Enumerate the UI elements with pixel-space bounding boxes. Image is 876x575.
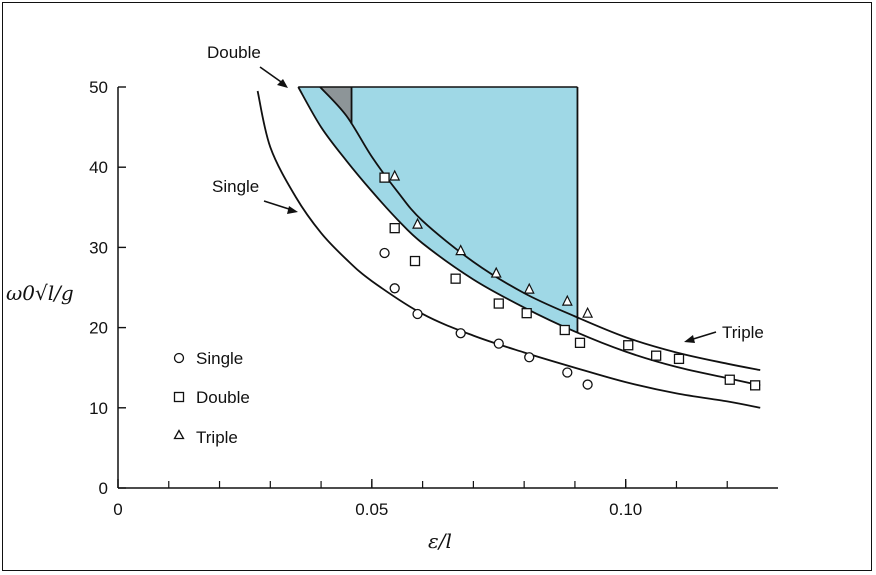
point-double	[521, 308, 532, 319]
x-axis-label: ε/l	[428, 529, 452, 553]
legend-label-triple: Triple	[196, 428, 238, 447]
point-double	[493, 298, 504, 309]
point-double	[673, 353, 685, 365]
legend-label-double: Double	[196, 388, 250, 407]
point-double	[389, 223, 400, 234]
arrowhead-icon	[287, 206, 298, 214]
curve-single	[256, 90, 761, 409]
annotation-single-arrow	[263, 200, 293, 211]
arrowhead-icon	[277, 79, 288, 88]
annotation-single: Single	[212, 177, 298, 214]
point-triple	[412, 217, 424, 229]
curve-double	[297, 86, 761, 387]
x-tick-label: 0	[113, 500, 122, 519]
annotation-triple-label: Triple	[722, 323, 764, 342]
point-double	[750, 380, 761, 391]
y-tick-label: 10	[89, 399, 108, 418]
annotation-double: Double	[207, 43, 288, 88]
y-tick-label: 20	[89, 319, 108, 338]
point-double	[574, 337, 586, 348]
point-single	[379, 247, 390, 259]
legend-square-icon	[173, 391, 185, 403]
stable-region	[298, 87, 578, 333]
annotation-triple-arrow	[689, 331, 717, 341]
point-triple	[490, 266, 502, 278]
x-tick-label: 0.05	[355, 500, 388, 519]
point-triple	[523, 282, 535, 294]
y-tick-label: 50	[89, 78, 108, 97]
annotation-double-arrow	[259, 66, 285, 85]
point-single	[389, 283, 400, 294]
point-triple	[582, 306, 594, 318]
point-double	[559, 324, 570, 336]
point-double	[409, 255, 421, 267]
point-single	[524, 352, 535, 363]
point-double	[379, 172, 390, 183]
point-triple	[561, 294, 573, 306]
x-tick-label: 0.10	[609, 500, 642, 519]
point-triple	[455, 244, 467, 256]
y-axis-label: ω0√l/g	[6, 281, 74, 305]
point-single	[562, 367, 573, 378]
y-tick-label: 40	[89, 158, 108, 177]
y-tick-label: 30	[89, 238, 108, 257]
arrowhead-icon	[684, 335, 695, 343]
annotation-double-label: Double	[207, 43, 261, 62]
regions	[298, 86, 579, 333]
ticks: 0 10 20 30 40 50 0 0.05 0.10	[89, 78, 728, 519]
point-single	[455, 328, 466, 339]
y-tick-label: 0	[99, 479, 108, 498]
gray-region	[318, 87, 352, 125]
legend: Single Double Triple	[173, 349, 250, 447]
legend-circle-icon	[173, 352, 185, 364]
point-single	[412, 308, 423, 320]
annotation-triple: Triple	[684, 323, 764, 343]
legend-label-single: Single	[196, 349, 243, 368]
point-single	[493, 338, 504, 349]
annotation-single-label: Single	[212, 177, 259, 196]
point-double	[450, 273, 461, 284]
point-triple	[389, 169, 401, 181]
axes	[117, 87, 778, 489]
legend-triangle-icon	[173, 429, 185, 440]
point-single	[582, 379, 593, 390]
point-double	[623, 340, 634, 351]
point-double	[724, 374, 735, 385]
point-double	[651, 350, 662, 361]
markers	[379, 169, 761, 391]
